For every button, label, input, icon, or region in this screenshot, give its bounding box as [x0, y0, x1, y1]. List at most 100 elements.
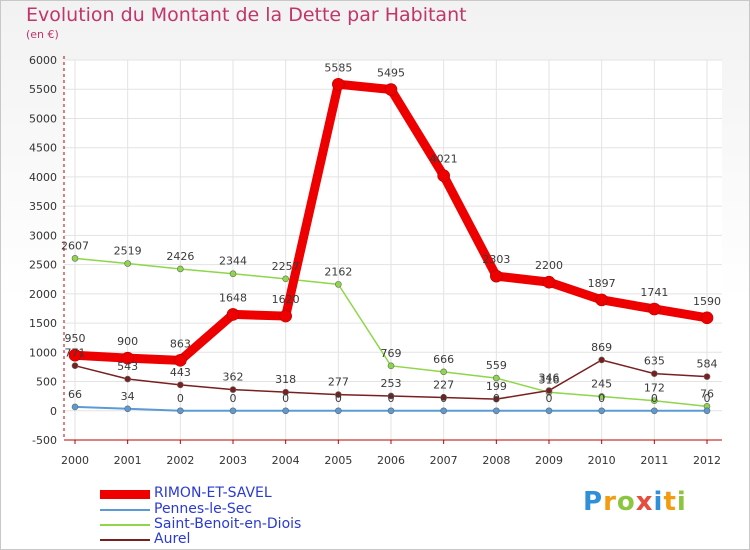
data-point-pennes: [124, 405, 131, 413]
data-label-pennes: 0: [493, 392, 500, 405]
data-point-saint-benoit: [651, 397, 658, 405]
data-label-saint-benoit: 2344: [219, 255, 247, 268]
chart-subtitle: (en €): [26, 28, 59, 41]
data-point-aurel: [335, 391, 342, 398]
legend-swatch-rimon: [100, 490, 150, 499]
data-label-pennes: 0: [230, 392, 237, 405]
data-label-aurel: 771: [65, 347, 86, 360]
data-label-pennes: 0: [282, 392, 289, 405]
data-point-aurel: [493, 395, 500, 403]
x-tick-label: 2007: [430, 454, 458, 467]
data-point-aurel: [703, 373, 711, 380]
data-label-pennes: 0: [177, 392, 184, 405]
data-point-saint-benoit: [493, 374, 500, 382]
legend-label-rimon: RIMON-ET-SAVEL: [154, 485, 272, 501]
data-point-aurel: [282, 388, 289, 396]
data-point-rimon: [490, 269, 503, 283]
data-label-saint-benoit: 172: [644, 382, 665, 395]
data-point-rimon: [700, 311, 714, 325]
data-label-aurel: 543: [117, 360, 138, 373]
y-tick-label: 5500: [29, 83, 57, 96]
data-label-rimon: 900: [117, 335, 138, 348]
data-label-rimon: 1741: [640, 286, 668, 299]
legend-label-pennes: Pennes-le-Sec: [154, 501, 253, 517]
data-point-saint-benoit: [440, 368, 447, 376]
legend-swatch-aurel: [100, 539, 150, 541]
data-label-rimon: 1590: [693, 295, 721, 308]
data-point-rimon: [595, 293, 608, 307]
data-label-saint-benoit: 2519: [114, 245, 142, 258]
data-point-saint-benoit: [71, 255, 79, 262]
data-point-aurel: [387, 392, 395, 400]
data-label-saint-benoit: 245: [591, 377, 612, 390]
data-label-aurel: 253: [381, 377, 402, 390]
data-point-pennes: [335, 407, 342, 415]
data-point-saint-benoit: [598, 393, 605, 400]
data-label-rimon: 2200: [535, 259, 563, 272]
data-point-saint-benoit: [177, 265, 184, 273]
data-label-pennes: 0: [440, 392, 447, 405]
x-tick-label: 2002: [166, 454, 194, 467]
data-point-saint-benoit: [387, 362, 395, 370]
data-label-aurel: 584: [697, 358, 718, 371]
data-label-rimon: 1620: [272, 293, 300, 306]
data-point-aurel: [440, 394, 447, 401]
data-label-pennes: 0: [546, 392, 553, 405]
logo-letter: o: [616, 487, 636, 517]
plot-area: [64, 60, 722, 440]
data-point-pennes: [651, 407, 658, 415]
y-tick-label: 3500: [29, 200, 57, 213]
y-tick-label: 6000: [29, 54, 57, 67]
legend-swatch-pennes: [100, 509, 150, 511]
data-point-rimon: [279, 309, 292, 323]
data-point-rimon: [384, 83, 398, 96]
legend-label-aurel: Aurel: [154, 531, 191, 547]
x-tick-label: 2008: [482, 454, 510, 467]
y-tick-label: 500: [36, 376, 57, 389]
data-point-aurel: [598, 356, 605, 364]
data-point-saint-benoit: [335, 281, 342, 288]
data-label-rimon: 5495: [377, 67, 405, 80]
data-label-aurel: 318: [275, 373, 296, 386]
data-point-aurel: [177, 381, 184, 389]
data-label-rimon: 863: [170, 337, 191, 350]
data-label-saint-benoit: 316: [539, 373, 560, 386]
x-tick-label: 2012: [693, 454, 721, 467]
data-point-rimon: [174, 354, 187, 367]
logo-letter: t: [663, 487, 677, 517]
legend-swatch-saint-benoit: [100, 524, 150, 526]
data-label-pennes: 0: [651, 392, 658, 405]
y-tick-label: 4000: [29, 171, 57, 184]
data-point-rimon: [437, 169, 450, 182]
data-point-pennes: [545, 407, 553, 415]
data-label-saint-benoit: 2162: [324, 265, 352, 278]
data-label-saint-benoit: 76: [700, 387, 714, 400]
data-label-aurel: 869: [591, 341, 612, 354]
data-label-aurel: 635: [644, 355, 665, 368]
data-label-rimon: 1897: [588, 277, 616, 290]
data-label-aurel: 199: [486, 380, 507, 393]
x-tick-label: 2000: [61, 454, 89, 467]
x-tick-label: 2001: [114, 454, 142, 467]
data-label-saint-benoit: 2607: [61, 239, 89, 252]
data-label-pennes: 34: [121, 390, 135, 403]
data-label-saint-benoit: 559: [486, 359, 507, 372]
data-point-saint-benoit: [124, 260, 131, 267]
chart-title: Evolution du Montant de la Dette par Hab…: [26, 4, 467, 26]
x-tick-label: 2006: [377, 454, 405, 467]
data-point-aurel: [229, 386, 237, 393]
data-label-aurel: 443: [170, 366, 191, 379]
x-tick-label: 2003: [219, 454, 247, 467]
data-point-pennes: [229, 407, 237, 415]
data-point-pennes: [71, 403, 79, 411]
data-label-rimon: 2303: [482, 253, 510, 266]
data-label-rimon: 1648: [219, 291, 247, 304]
y-tick-label: -500: [32, 434, 57, 447]
data-point-rimon: [226, 308, 240, 321]
data-point-pennes: [440, 407, 447, 415]
logo-letter: r: [603, 487, 617, 517]
x-tick-label: 2005: [324, 454, 352, 467]
data-point-aurel: [545, 387, 553, 394]
data-label-saint-benoit: 666: [433, 353, 454, 366]
